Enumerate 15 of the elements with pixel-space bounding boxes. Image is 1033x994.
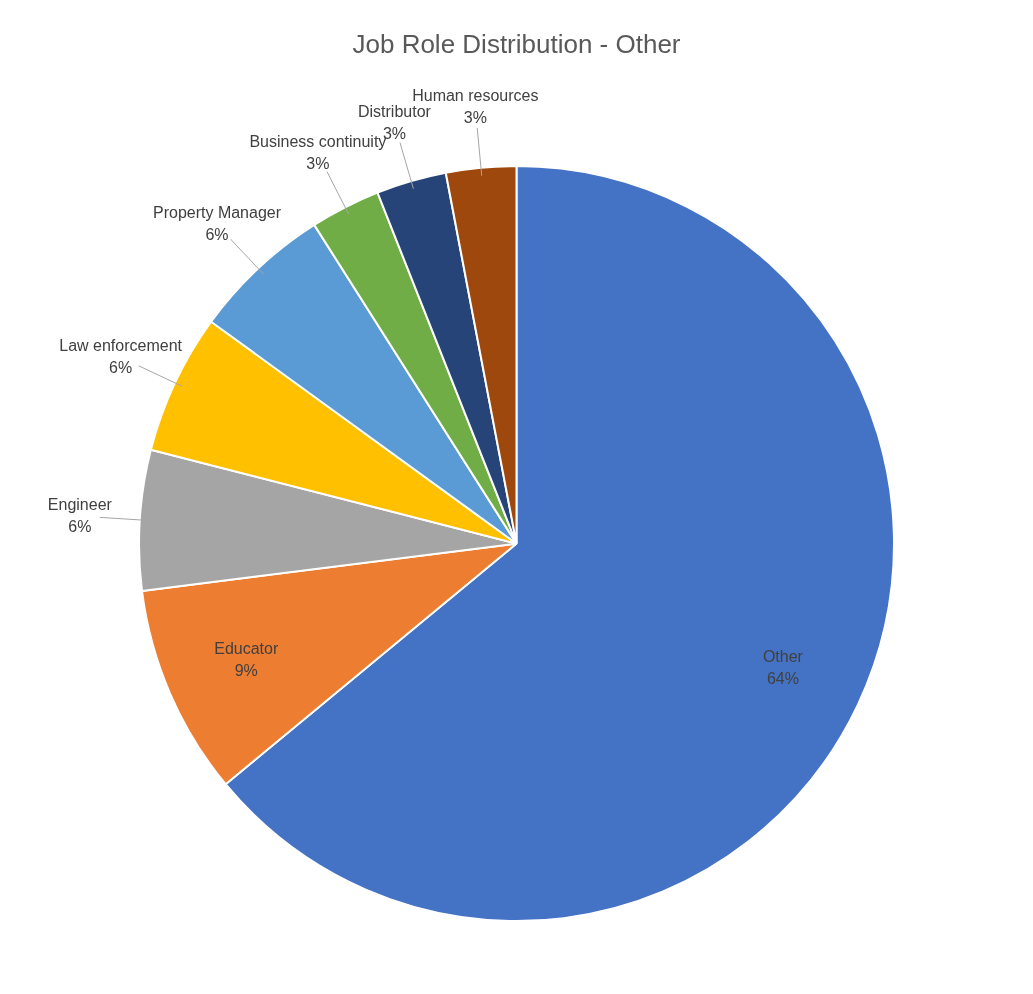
slice-label: Property Manager	[152, 204, 282, 222]
data-label: 6%	[68, 517, 92, 535]
data-label: 3%	[306, 155, 330, 173]
slice-label: Human resources	[412, 87, 539, 105]
slice-label: Engineer	[47, 495, 113, 513]
slice-label: Law enforcement	[59, 336, 183, 354]
slice-label: Other	[762, 648, 804, 666]
data-label: 9%	[234, 661, 258, 679]
data-label: 3%	[463, 109, 487, 127]
data-label: 6%	[109, 358, 133, 376]
slice-label: Educator	[214, 639, 279, 657]
chart-title: Job Role Distribution - Other	[352, 28, 681, 59]
data-label: 64%	[766, 670, 799, 688]
data-label: 6%	[205, 226, 229, 244]
slice-label: Distributor	[357, 102, 432, 120]
